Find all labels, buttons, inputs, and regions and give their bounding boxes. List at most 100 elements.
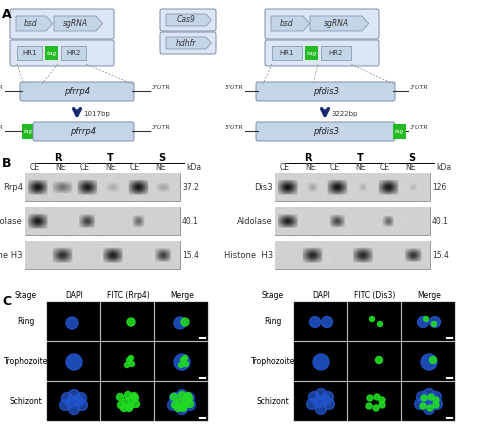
Bar <box>348 302 401 341</box>
Circle shape <box>126 404 132 412</box>
Circle shape <box>430 391 442 403</box>
Bar <box>275 241 430 269</box>
Text: NE: NE <box>305 163 316 172</box>
Text: pfrrp4: pfrrp4 <box>64 87 90 96</box>
Circle shape <box>118 401 124 409</box>
Circle shape <box>184 393 194 403</box>
Circle shape <box>414 398 426 410</box>
Text: R: R <box>54 153 62 163</box>
Bar <box>25 207 180 235</box>
Circle shape <box>176 398 184 406</box>
Polygon shape <box>54 16 103 31</box>
Text: sgRNA: sgRNA <box>62 19 88 28</box>
Text: DAPI: DAPI <box>312 291 330 300</box>
Circle shape <box>170 393 180 403</box>
Circle shape <box>180 404 186 412</box>
Circle shape <box>378 321 382 327</box>
Polygon shape <box>166 14 212 26</box>
Text: NE: NE <box>405 163 415 172</box>
Text: NE: NE <box>55 163 65 172</box>
Circle shape <box>72 396 84 407</box>
Circle shape <box>306 398 318 410</box>
Polygon shape <box>166 37 212 49</box>
Text: Stage: Stage <box>262 291 284 300</box>
Polygon shape <box>16 16 53 31</box>
Text: 37.2: 37.2 <box>182 182 199 191</box>
Text: 3222bp: 3222bp <box>331 111 357 117</box>
Circle shape <box>367 395 373 401</box>
Circle shape <box>416 391 428 403</box>
Circle shape <box>172 401 178 409</box>
Circle shape <box>428 394 434 400</box>
Circle shape <box>373 405 379 411</box>
Text: CE: CE <box>80 163 90 172</box>
Bar <box>321 46 351 60</box>
Circle shape <box>184 400 196 410</box>
Text: FITC (Dis3): FITC (Dis3) <box>354 291 396 300</box>
Circle shape <box>424 403 434 414</box>
Circle shape <box>122 398 130 406</box>
Text: tag: tag <box>46 51 56 55</box>
Text: 15.4: 15.4 <box>432 251 449 260</box>
Circle shape <box>308 391 320 403</box>
Text: 5’UTR: 5’UTR <box>225 125 244 130</box>
Text: Schizont: Schizont <box>10 397 42 407</box>
Text: pfdis3: pfdis3 <box>312 127 338 136</box>
Circle shape <box>370 317 374 321</box>
Circle shape <box>178 391 186 398</box>
Text: Histone H3: Histone H3 <box>0 251 23 260</box>
Bar <box>25 173 180 201</box>
Circle shape <box>68 390 80 400</box>
Circle shape <box>168 400 178 410</box>
Circle shape <box>76 400 88 410</box>
Circle shape <box>126 403 134 410</box>
Bar <box>47 302 100 341</box>
Text: 5’UTR: 5’UTR <box>0 85 4 90</box>
Text: S: S <box>158 153 166 163</box>
Circle shape <box>127 318 135 326</box>
Bar <box>22 124 35 139</box>
Circle shape <box>424 317 428 321</box>
Text: Ring: Ring <box>18 318 34 327</box>
Bar <box>25 241 180 269</box>
Circle shape <box>60 400 70 410</box>
Circle shape <box>376 356 382 363</box>
FancyBboxPatch shape <box>160 32 216 54</box>
Circle shape <box>62 393 72 403</box>
Circle shape <box>322 391 334 403</box>
Text: B: B <box>2 157 12 170</box>
Text: CE: CE <box>330 163 340 172</box>
Circle shape <box>432 398 442 410</box>
Text: T: T <box>106 153 114 163</box>
Text: kDa: kDa <box>436 163 451 172</box>
FancyBboxPatch shape <box>256 82 395 101</box>
Text: Aldolase: Aldolase <box>238 216 273 226</box>
Circle shape <box>174 354 190 370</box>
Text: FITC (Rrp4): FITC (Rrp4) <box>106 291 150 300</box>
Polygon shape <box>271 16 310 31</box>
Bar <box>305 46 318 60</box>
Circle shape <box>428 394 438 406</box>
Text: 5’UTR: 5’UTR <box>225 85 244 90</box>
Bar <box>17 46 42 60</box>
Circle shape <box>176 390 188 400</box>
Bar <box>402 382 455 421</box>
Circle shape <box>433 402 439 408</box>
Bar <box>101 302 154 341</box>
Circle shape <box>174 397 184 407</box>
Text: 40.1: 40.1 <box>182 216 199 226</box>
Text: Merge: Merge <box>170 291 194 300</box>
Circle shape <box>184 393 192 400</box>
Text: tag: tag <box>306 51 316 55</box>
Bar <box>61 46 86 60</box>
Circle shape <box>174 317 186 329</box>
Circle shape <box>124 362 130 368</box>
Bar <box>275 207 430 235</box>
Circle shape <box>316 403 326 414</box>
FancyBboxPatch shape <box>20 82 134 101</box>
Text: C: C <box>2 295 11 308</box>
Bar <box>155 382 208 421</box>
Text: CE: CE <box>130 163 140 172</box>
Bar <box>47 382 100 421</box>
Circle shape <box>427 405 433 411</box>
